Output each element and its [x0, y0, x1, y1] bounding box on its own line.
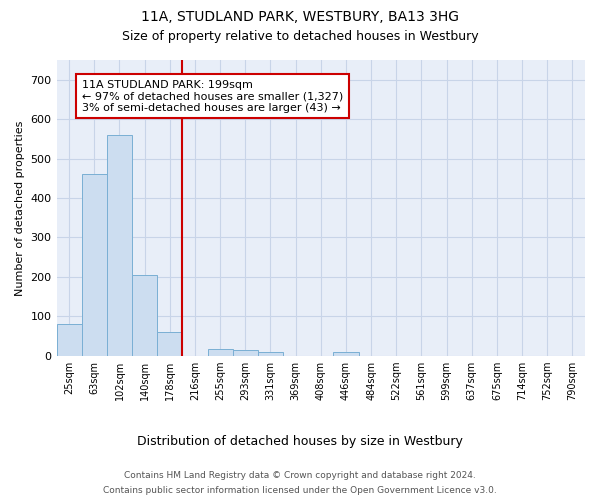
Y-axis label: Number of detached properties: Number of detached properties — [15, 120, 25, 296]
Text: Contains HM Land Registry data © Crown copyright and database right 2024.: Contains HM Land Registry data © Crown c… — [124, 471, 476, 480]
Bar — [56, 324, 82, 356]
Bar — [157, 332, 182, 355]
Bar — [233, 350, 258, 356]
Bar — [107, 135, 132, 356]
Bar — [82, 174, 107, 356]
Text: 11A STUDLAND PARK: 199sqm
← 97% of detached houses are smaller (1,327)
3% of sem: 11A STUDLAND PARK: 199sqm ← 97% of detac… — [82, 80, 343, 113]
Bar — [208, 348, 233, 356]
Bar — [132, 275, 157, 355]
Text: Size of property relative to detached houses in Westbury: Size of property relative to detached ho… — [122, 30, 478, 43]
Bar — [258, 352, 283, 356]
Bar — [334, 352, 359, 356]
Text: 11A, STUDLAND PARK, WESTBURY, BA13 3HG: 11A, STUDLAND PARK, WESTBURY, BA13 3HG — [141, 10, 459, 24]
Text: Contains public sector information licensed under the Open Government Licence v3: Contains public sector information licen… — [103, 486, 497, 495]
Text: Distribution of detached houses by size in Westbury: Distribution of detached houses by size … — [137, 435, 463, 448]
